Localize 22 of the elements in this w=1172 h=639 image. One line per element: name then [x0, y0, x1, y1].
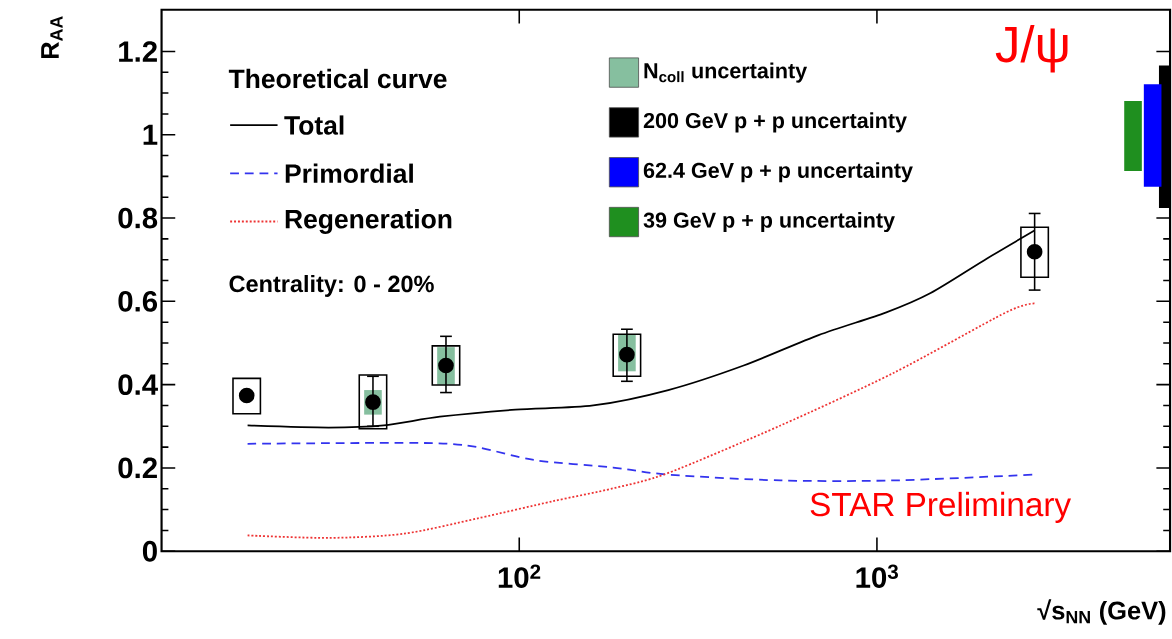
legend-label: 39 GeV p + p uncertainty	[643, 211, 895, 232]
y-tick-label: 0	[142, 540, 157, 562]
legend-label: 62.4 GeV p + p uncertainty	[643, 162, 913, 183]
y-tick-label: 0.4	[118, 374, 158, 395]
y-tick-label: 0.8	[118, 207, 158, 229]
annotation: STAR Preliminary	[810, 491, 1072, 523]
legend-label: Regeneration	[285, 208, 452, 234]
y-tick-label: 1.2	[119, 41, 157, 62]
legend-label: N$_{coll}$ uncertainty	[644, 62, 808, 83]
annotation: Centrality: 0 - 20%	[229, 274, 434, 297]
y-tick-label: 0.2	[118, 457, 157, 479]
x-axis-title: √s$_{NN}$ (GeV)	[1037, 599, 1166, 625]
legend-label: Primordial	[285, 163, 413, 183]
legend-label: 200 GeV p + p uncertainty	[643, 112, 907, 133]
legend-title: Theoretical curve	[228, 68, 447, 89]
legend-label: Total	[284, 115, 344, 135]
y-tick-label: 1	[143, 124, 158, 145]
y-tick-label: 0.6	[118, 290, 158, 312]
x-tick-label: 10$^{2}$	[498, 564, 541, 588]
x-tick-label: 10$^{3}$	[856, 564, 898, 588]
annotation: J/ψ	[995, 24, 1068, 73]
y-axis-title: R$_{AA}$	[41, 16, 63, 58]
